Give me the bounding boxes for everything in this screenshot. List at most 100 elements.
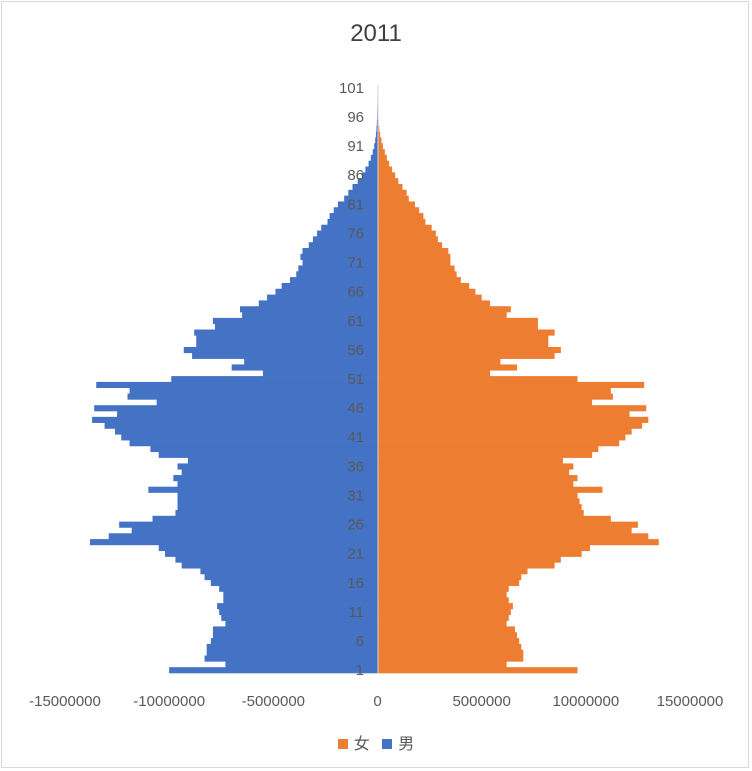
bar-male-age-26 <box>119 521 378 528</box>
bar-male-age-21 <box>165 550 378 557</box>
bar-female-age-19 <box>377 562 555 569</box>
y-tick-label-26: 26 <box>347 517 364 534</box>
bar-male-age-72 <box>300 253 378 260</box>
bar-male-age-20 <box>175 556 378 563</box>
bar-female-age-31 <box>377 492 578 499</box>
bar-female-age-64 <box>377 300 490 307</box>
bar-female-age-4 <box>377 649 524 656</box>
bar-female-age-76 <box>377 230 436 237</box>
bar-female-age-29 <box>377 504 582 511</box>
bar-male-age-16 <box>210 579 378 586</box>
bar-male-age-9 <box>225 620 378 627</box>
bar-female-age-47 <box>377 399 593 406</box>
bar-male-age-25 <box>131 527 378 534</box>
bar-male-age-60 <box>215 323 378 330</box>
bar-male-age-1 <box>169 667 378 674</box>
bar-female-age-38 <box>377 451 593 458</box>
bar-male-age-41 <box>121 434 378 441</box>
bar-female-age-26 <box>377 521 638 528</box>
bar-female-age-27 <box>377 515 611 522</box>
bar-female-age-17 <box>377 574 522 581</box>
bar-female-age-15 <box>377 585 509 592</box>
bar-female-age-52 <box>377 370 490 377</box>
bar-male-age-84 <box>352 183 378 191</box>
bar-male-age-14 <box>223 591 378 598</box>
bar-female-age-80 <box>377 207 420 214</box>
x-tick-label-1: -10000000 <box>133 693 205 710</box>
bar-male-age-61 <box>212 317 378 324</box>
bar-female-age-84 <box>377 183 403 191</box>
y-tick-label-56: 56 <box>347 342 364 359</box>
bar-male-age-44 <box>92 416 378 423</box>
bar-male-age-40 <box>129 440 378 447</box>
bar-female-age-91 <box>377 143 383 150</box>
y-tick-label-1: 1 <box>356 662 364 679</box>
bar-male-age-11 <box>219 608 378 616</box>
bar-male-age-65 <box>267 294 378 301</box>
bar-female-age-73 <box>377 248 449 255</box>
bar-female-age-16 <box>377 579 520 586</box>
bar-male-age-45 <box>117 411 378 418</box>
bar-female-age-39 <box>377 445 599 453</box>
x-tick-label-4: 5000000 <box>452 693 510 710</box>
bar-female-age-40 <box>377 440 620 447</box>
bar-male-age-70 <box>298 265 378 272</box>
legend-swatch-male <box>382 738 393 749</box>
bar-female-age-30 <box>377 498 580 505</box>
bar-female-age-48 <box>377 393 613 400</box>
bar-male-age-94 <box>376 125 378 132</box>
bar-female-age-68 <box>377 277 461 284</box>
bar-male-age-59 <box>194 329 378 336</box>
bar-female-age-7 <box>377 632 518 639</box>
bar-female-age-75 <box>377 236 438 243</box>
x-tick-label-5: 10000000 <box>552 693 619 710</box>
bar-male-age-64 <box>258 300 378 307</box>
bar-male-age-18 <box>200 568 378 575</box>
bar-male-age-7 <box>212 632 378 639</box>
bar-male-age-12 <box>217 603 378 610</box>
bar-female-age-37 <box>377 457 563 464</box>
bar-male-age-6 <box>210 638 378 645</box>
bar-male-age-8 <box>212 626 378 633</box>
bar-male-age-17 <box>204 574 378 581</box>
bar-male-age-15 <box>219 585 378 592</box>
y-tick-label-81: 81 <box>347 196 364 213</box>
y-tick-label-91: 91 <box>347 138 364 155</box>
bar-male-age-34 <box>173 475 378 482</box>
bar-female-age-69 <box>377 271 457 278</box>
bar-male-age-79 <box>329 213 378 220</box>
legend-label-female: 女 <box>353 736 370 753</box>
bar-female-age-32 <box>377 486 603 493</box>
bar-male-age-35 <box>181 469 378 476</box>
bar-female-age-43 <box>377 422 643 429</box>
bar-female-age-46 <box>377 405 647 412</box>
bar-male-age-89 <box>370 154 378 161</box>
legend-swatch-female <box>337 738 348 749</box>
bar-female-age-6 <box>377 638 520 645</box>
bar-male-age-53 <box>231 364 378 371</box>
bar-female-age-36 <box>377 463 574 470</box>
bar-female-age-90 <box>377 149 385 156</box>
y-tick-label-71: 71 <box>347 255 364 272</box>
bar-female-age-53 <box>377 364 518 371</box>
bar-female-age-21 <box>377 550 582 557</box>
bar-male-age-38 <box>158 451 378 458</box>
bar-male-age-2 <box>225 661 378 668</box>
bar-male-age-88 <box>368 160 378 167</box>
bar-female-age-93 <box>377 131 381 138</box>
bar-male-age-39 <box>150 445 378 453</box>
y-tick-label-11: 11 <box>348 604 364 621</box>
bar-male-age-32 <box>148 486 378 493</box>
bar-male-age-90 <box>372 149 378 156</box>
bar-female-age-88 <box>377 160 390 167</box>
legend-label-male: 男 <box>398 736 415 753</box>
bar-male-age-66 <box>275 288 378 295</box>
y-tick-label-31: 31 <box>347 487 364 504</box>
bar-female-age-74 <box>377 242 443 249</box>
bar-female-age-62 <box>377 312 507 319</box>
bar-female-age-78 <box>377 218 426 226</box>
bar-male-age-56 <box>183 346 378 354</box>
bar-female-age-5 <box>377 643 522 651</box>
x-tick-label-3: 0 <box>373 693 381 710</box>
